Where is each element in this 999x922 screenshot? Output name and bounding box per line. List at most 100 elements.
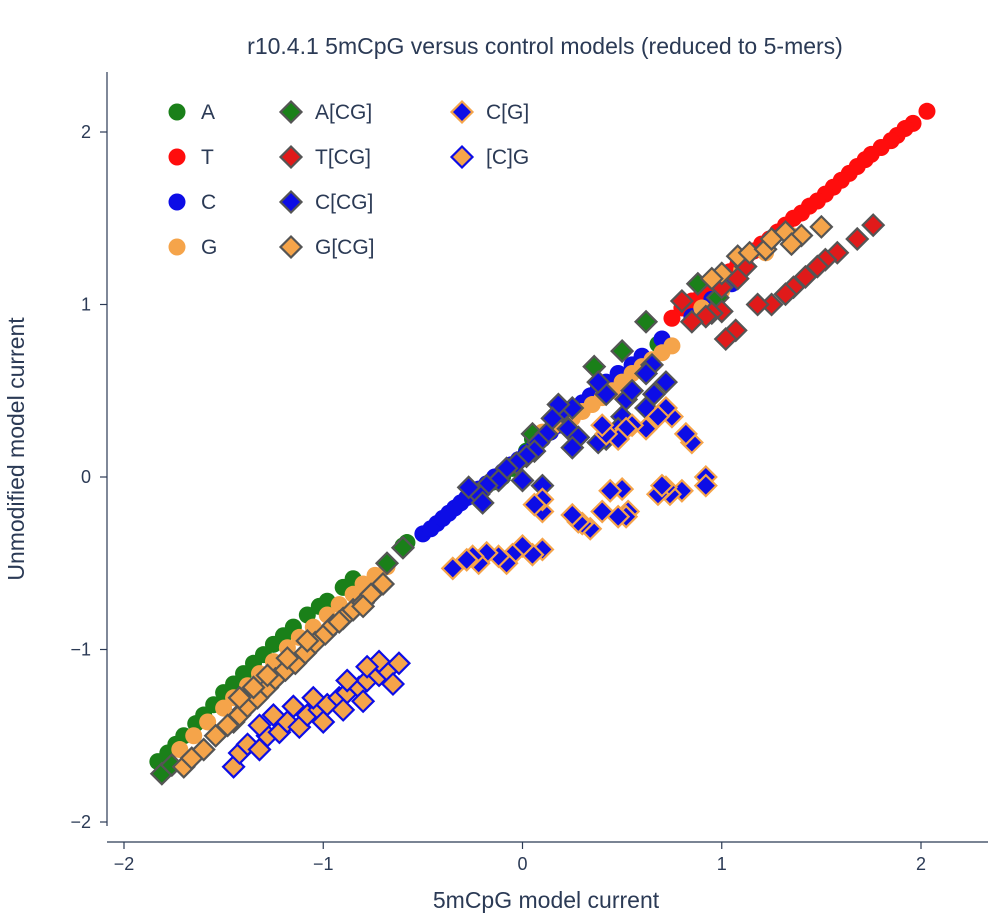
x-tick-label: −2 [114,854,135,874]
legend-marker [278,99,304,125]
data-point-a-cg [610,339,635,364]
data-point-c-g [693,473,718,498]
ticks: −2 −1 0 1 2 −2 −1 0 1 2 [70,122,926,874]
data-point-c-g [281,694,306,719]
data-point-c-g [522,492,547,517]
legend-item: G[CG] [278,234,375,260]
data-points [149,102,936,786]
legend-label: G[CG] [315,236,375,259]
data-point-c-cg [586,370,611,395]
data-point-c-cg [470,490,495,515]
data-point-c-g [598,478,623,503]
legend-marker [449,99,475,125]
series-g-cg [171,214,834,779]
legend-item: A[CG] [278,99,372,125]
data-point-a-cg [374,551,400,576]
data-point-c-g [440,556,465,581]
legend-label: G [201,236,217,259]
data-point-g [663,337,681,355]
data-point-c-g [386,651,412,676]
data-point-t-cg [845,226,870,252]
data-point-g-cg [809,214,834,239]
series-c-g [221,649,412,779]
legend-item: C[CG] [278,189,373,215]
y-tick-label: −1 [70,640,91,660]
data-point-g-cg [275,646,300,671]
y-tick-label: 2 [81,122,91,142]
data-point-a-cg [390,535,416,560]
data-point-t-cg [773,282,798,307]
data-point-g [171,741,189,759]
x-tick-label: 1 [717,854,727,874]
legend-marker [168,193,186,211]
y-tick-label: −2 [70,812,91,832]
data-point-g-cg [191,737,216,762]
data-point-g-cg [699,266,724,291]
data-point-c-g [331,697,356,722]
x-tick-label: 0 [517,854,527,874]
data-point-c-cg [633,361,659,386]
x-axis-label: 5mCpG model current [433,887,660,913]
data-point-c-g [590,413,615,438]
legend-item: [C]G [449,144,529,170]
data-point-c-g [335,668,360,693]
y-axis-label: Unmodified model current [3,317,29,581]
x-tick-label: −1 [313,854,334,874]
data-point-c-g [560,502,585,528]
data-point-t-cg [679,309,704,334]
legend-label: A [201,101,215,124]
legend-marker [449,144,475,170]
data-point-c-g [247,713,272,738]
data-point-c-g [590,499,615,524]
data-point-c-g [454,547,479,572]
legend-marker [168,238,186,256]
x-tick-label: 2 [916,854,926,874]
legend-item: G [168,236,217,259]
series-c-g [440,395,718,581]
data-point-g-cg [255,663,280,688]
data-point-c-g [301,685,326,710]
y-tick-label: 0 [81,467,91,487]
legend-label: A[CG] [315,101,372,124]
data-point-t [918,102,936,120]
data-point-t-cg [669,288,694,314]
legend-label: T[CG] [315,146,371,169]
data-point-g [199,713,217,731]
legend-label: [C]G [486,146,529,169]
data-point-c-g [311,709,336,735]
data-point-g-cg [779,232,804,257]
legend-label: C [201,191,216,214]
data-point-a-cg [633,309,659,334]
data-point-c-cg [540,406,565,431]
data-point-g-cg [295,628,320,653]
data-point-c-g [355,654,380,679]
data-point-g-cg [351,594,376,619]
data-point-g-cg [241,675,266,700]
data-point-t-cg [861,213,886,238]
data-point-t-cg [745,292,770,317]
data-point-g-cg [327,609,352,634]
data-point-c-cg [620,378,645,403]
legend-marker [168,148,186,166]
legend-label: C[G] [486,101,529,124]
legend-item: A [168,101,215,124]
data-point-c-g [673,421,698,446]
legend-marker [278,144,304,170]
axes [106,72,988,843]
legend-item: T[CG] [278,144,371,170]
data-point-g-cg [370,571,396,597]
data-point-c-g [261,702,286,728]
legend-marker [168,103,186,121]
legend-marker [278,234,304,260]
data-point-t-cg [713,326,738,352]
chart-title: r10.4.1 5mCpG versus control models (red… [247,33,843,59]
data-point-c-g [380,671,406,697]
data-point-c-g [351,689,376,714]
data-point-c-g [645,404,671,429]
data-point-c-cg [560,435,585,460]
legend-item: T [168,146,214,169]
series-t-cg [669,213,886,352]
data-point-c-cg [510,468,535,493]
data-point-c-cg [456,475,481,500]
legend-item: C [168,191,216,214]
